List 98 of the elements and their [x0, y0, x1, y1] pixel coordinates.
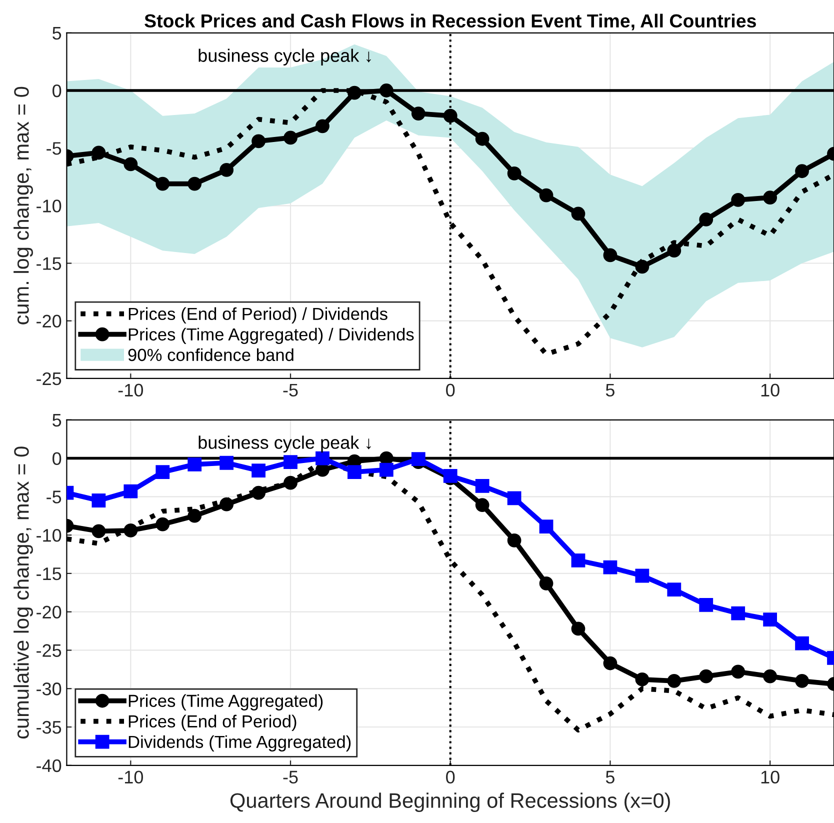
point [124, 157, 138, 172]
point [699, 669, 714, 684]
point [284, 455, 298, 470]
y-tick-label: -5 [46, 142, 62, 155]
point [92, 146, 106, 160]
point [571, 553, 586, 568]
point [763, 190, 778, 205]
point [795, 636, 809, 650]
point [571, 622, 586, 636]
point [795, 164, 809, 178]
point [156, 465, 170, 480]
legend-label: Prices (Time Aggregated) [128, 694, 323, 710]
y-axis-title: cum. log change, max = 0 [14, 86, 33, 324]
point [603, 560, 618, 574]
x-tick-label: 10 [761, 770, 780, 784]
y-tick-label: -10 [36, 528, 62, 542]
x-tick-label: -5 [283, 770, 298, 784]
x-tick-label: 10 [761, 384, 780, 397]
point [348, 465, 362, 480]
y-tick-label: -40 [36, 759, 62, 772]
point [731, 664, 746, 679]
point [731, 606, 746, 620]
point [603, 248, 618, 262]
point [156, 517, 170, 532]
point [156, 176, 170, 191]
y-tick-label: 0 [52, 452, 62, 465]
point [475, 132, 490, 146]
point [188, 457, 202, 472]
point [316, 451, 330, 466]
x-axis-title: Quarters Around Beginning of Recessions (x=0) [230, 792, 670, 812]
point [635, 568, 650, 583]
legend-label: Prices (End of Period) [128, 714, 296, 731]
y-tick-label: 5 [52, 414, 62, 427]
point [731, 192, 746, 207]
point [667, 674, 682, 688]
point [252, 464, 266, 478]
point [316, 119, 330, 134]
annotation: business cycle peak ↓ [198, 436, 371, 452]
point [220, 163, 234, 177]
legend-label: Prices (Time Aggregated) / Dividends [128, 328, 414, 344]
point [443, 108, 458, 123]
point [635, 672, 650, 686]
y-tick-label: -5 [46, 490, 62, 504]
point [667, 244, 682, 258]
point [411, 106, 426, 120]
point [188, 508, 202, 523]
point [667, 582, 682, 597]
y-tick-label: -25 [36, 372, 62, 386]
annotation: business cycle peak ↓ [198, 48, 371, 66]
y-tick-label: -20 [36, 606, 62, 619]
x-tick-label: 0 [446, 770, 455, 784]
x-tick-label: -10 [118, 770, 144, 784]
point [699, 212, 714, 226]
point [284, 130, 298, 145]
y-axis-title: cumulative log change, max = 0 [14, 446, 33, 739]
y-tick-label: 0 [52, 84, 62, 98]
legend-label: 90% confidence band [128, 348, 294, 362]
point [507, 166, 522, 180]
point [571, 206, 586, 221]
y-tick-label: -35 [36, 720, 62, 734]
y-tick-label: 5 [52, 27, 62, 40]
point [539, 520, 554, 534]
point [475, 498, 490, 512]
y-tick-label: -15 [36, 257, 62, 270]
y-tick-label: -25 [36, 644, 62, 657]
point [379, 462, 394, 477]
point [348, 86, 362, 100]
x-tick-label: -5 [283, 384, 298, 397]
point [124, 484, 138, 498]
point [475, 478, 490, 493]
point [795, 674, 809, 688]
y-tick-label: -10 [36, 200, 62, 212]
chart-title: Stock Prices and Cash Flows in Recession Event Time, All Countries [144, 14, 756, 30]
point [603, 656, 618, 670]
x-tick-label: -10 [118, 384, 144, 397]
point [252, 134, 266, 148]
point [188, 176, 202, 191]
y-tick-label: -20 [36, 314, 62, 328]
y-tick-label: -15 [36, 568, 62, 580]
point [635, 260, 650, 274]
x-tick-label: 5 [606, 384, 614, 397]
point [507, 533, 522, 548]
point [763, 612, 778, 626]
x-tick-label: 0 [446, 384, 455, 397]
legend-label: Prices (End of Period) / Dividends [128, 307, 388, 324]
point [507, 491, 522, 506]
point [379, 84, 394, 98]
legend-label: Dividends (Time Aggregated) [128, 735, 351, 752]
point [220, 456, 234, 470]
point [443, 468, 458, 483]
point [92, 494, 106, 508]
y-tick-label: -30 [36, 682, 62, 696]
point [92, 524, 106, 538]
point [539, 188, 554, 202]
point [699, 598, 714, 612]
point [763, 669, 778, 684]
x-tick-label: 5 [606, 770, 614, 784]
point [539, 576, 554, 590]
